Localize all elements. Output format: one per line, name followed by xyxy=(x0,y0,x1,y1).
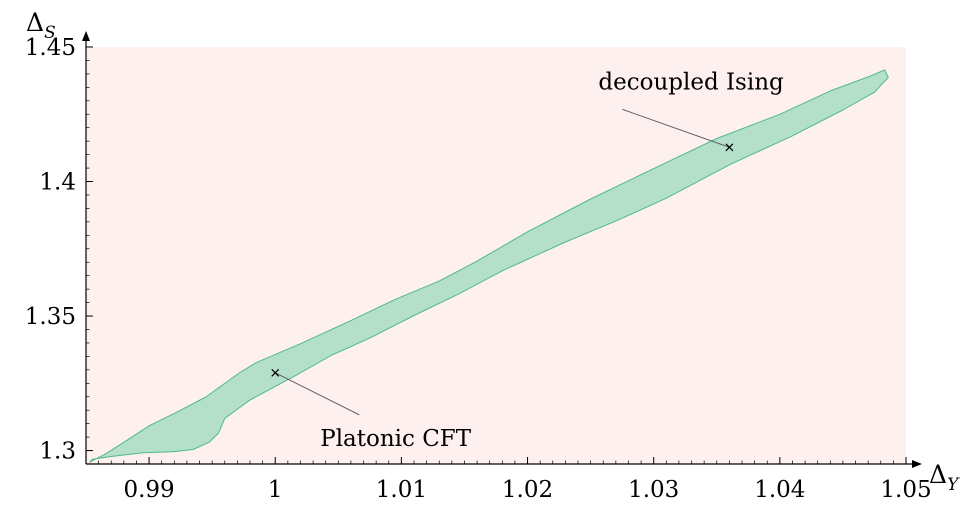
x-tick-label: 1 xyxy=(268,477,283,503)
annotation-leader-line xyxy=(622,108,730,148)
y-axis-label-main: Δ xyxy=(26,8,44,37)
x-axis-label-main: Δ xyxy=(929,460,947,489)
y-ticks xyxy=(86,46,93,452)
y-tick-label: 1.4 xyxy=(39,170,76,196)
x-tick-label: 1.02 xyxy=(502,477,553,503)
y-tick-label: 1.45 xyxy=(25,35,76,61)
x-ticks xyxy=(85,457,907,464)
annotations: decoupled Ising Platonic CFT xyxy=(271,69,784,452)
allowed-region-area xyxy=(89,69,889,463)
x-tick-label: 0.99 xyxy=(123,477,174,503)
y-tick-label: 1.3 xyxy=(39,439,76,465)
annotation-label: Platonic CFT xyxy=(320,426,472,452)
point-marker xyxy=(725,143,734,152)
x-axis-label-sub: Y xyxy=(947,475,960,495)
y-tick-labels: 1.3 1.35 1.4 1.45 xyxy=(25,35,76,465)
x-tick-label: 1.05 xyxy=(880,477,931,503)
y-axis-arrowhead xyxy=(82,31,90,41)
annotation: Platonic CFT xyxy=(271,368,472,452)
axes: 0.99 1 1.01 1.02 1.03 1.04 1.05 1.3 1.35 1.4 1.45… xyxy=(25,8,960,503)
annotation: decoupled Ising xyxy=(598,69,784,152)
x-tick-label: 1.04 xyxy=(754,477,805,503)
x-tick-label: 1.03 xyxy=(628,477,679,503)
x-tick-labels: 0.99 1 1.01 1.02 1.03 1.04 1.05 xyxy=(123,477,931,503)
x-axis-arrowhead xyxy=(912,460,922,468)
point-marker xyxy=(271,368,280,377)
annotation-leader-line xyxy=(275,372,360,416)
y-tick-label: 1.35 xyxy=(25,304,76,330)
x-axis-label: ΔY xyxy=(929,460,960,495)
y-axis-label-sub: S xyxy=(44,23,56,43)
x-tick-label: 1.01 xyxy=(376,477,427,503)
annotation-label: decoupled Ising xyxy=(598,69,784,95)
y-axis-label: ΔS xyxy=(26,8,56,43)
